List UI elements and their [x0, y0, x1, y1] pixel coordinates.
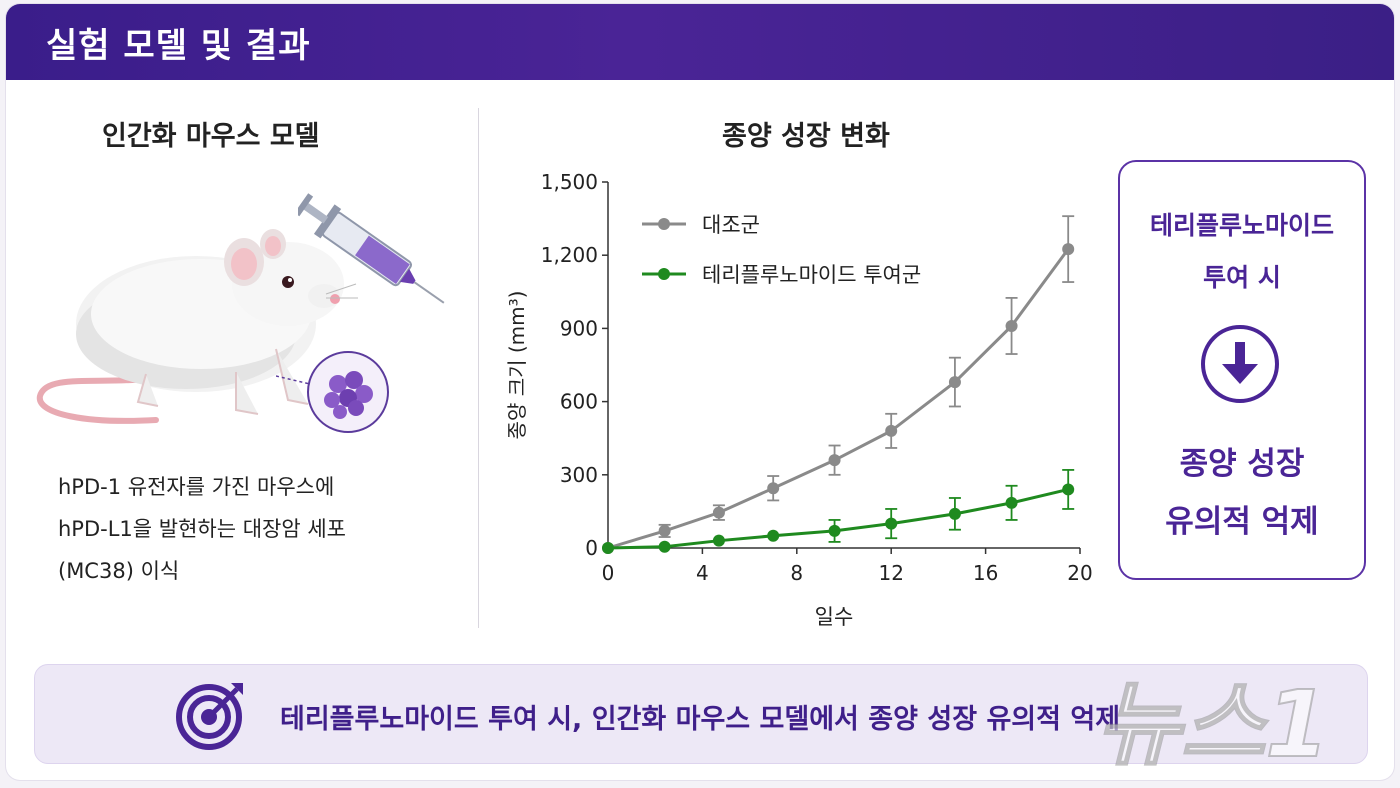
legend-label: 대조군 — [702, 213, 760, 237]
legend-marker — [658, 268, 670, 280]
result-outcome-2: 유의적 억제 — [1165, 504, 1319, 540]
series-line — [607, 487, 1069, 550]
x-tick-label: 8 — [790, 561, 803, 585]
data-point — [658, 524, 671, 537]
data-point — [767, 482, 780, 495]
data-point — [712, 534, 725, 547]
x-axis-label: 일수 — [815, 605, 854, 629]
tumor-cell-icon — [276, 351, 389, 433]
data-point — [828, 454, 841, 467]
infographic-card: 실험 모델 및 결과 인간화 마우스 모델 — [6, 4, 1394, 780]
data-point — [1005, 496, 1018, 509]
model-description: hPD-1 유전자를 가진 마우스에 hPD-L1을 발현하는 대장암 세포 (… — [58, 466, 458, 592]
x-tick-label: 16 — [973, 561, 998, 585]
syringe-icon — [298, 193, 445, 304]
data-point — [1062, 243, 1075, 256]
down-arrow-icon — [1201, 325, 1279, 403]
summary-bar: 테리플루노마이드 투여 시, 인간화 마우스 모델에서 종양 성장 유의적 억제 — [34, 664, 1368, 764]
tumor-growth-chart: 0 300 600 900 1,200 1,500 0 4 8 12 16 20 일수 종양 크기 (mm… — [505, 170, 1093, 629]
header-title: 실험 모델 및 결과 — [46, 26, 311, 66]
data-point — [948, 507, 961, 520]
result-outcome-1: 종양 성장 — [1179, 446, 1305, 482]
data-point — [712, 506, 725, 519]
mouse-illustration — [36, 229, 358, 424]
target-icon — [176, 683, 243, 750]
result-box: 테리플루노마이드 투여 시 종양 성장 유의적 억제 — [1118, 160, 1366, 580]
chart-panel-title: 종양 성장 변화 — [722, 121, 890, 152]
legend-label: 테리플루노마이드 투여군 — [702, 263, 921, 287]
x-tick-label: 0 — [602, 561, 615, 585]
panel-divider — [478, 108, 479, 628]
legend-marker — [658, 218, 670, 230]
description-line: hPD-L1을 발현하는 대장암 세포 — [58, 517, 347, 541]
x-tick-label: 12 — [878, 561, 903, 585]
watermark-text: 뉴스1 — [1096, 671, 1329, 776]
result-condition: 투여 시 — [1203, 263, 1281, 292]
result-drug-name: 테리플루노마이드 — [1149, 211, 1334, 240]
y-tick-label: 900 — [560, 316, 598, 340]
data-point — [602, 542, 614, 554]
data-point — [658, 540, 671, 553]
series-line — [607, 248, 1070, 550]
description-line: hPD-1 유전자를 가진 마우스에 — [58, 475, 335, 499]
data-point — [885, 424, 898, 437]
data-point — [767, 529, 780, 542]
y-tick-label: 0 — [585, 536, 598, 560]
data-point — [828, 524, 841, 537]
y-tick-label: 300 — [560, 463, 598, 487]
y-axis-label: 종양 크기 (mm³) — [505, 291, 529, 440]
news-watermark: 뉴스1 — [1095, 670, 1330, 776]
y-tick-label: 1,200 — [541, 243, 598, 267]
series-group — [602, 469, 1075, 554]
left-panel-title: 인간화 마우스 모델 — [102, 121, 320, 152]
data-point — [1005, 319, 1018, 332]
data-point — [1062, 483, 1075, 496]
data-point — [948, 376, 961, 389]
description-line: (MC38) 이식 — [58, 559, 180, 583]
x-tick-label: 20 — [1067, 561, 1092, 585]
y-tick-label: 1,500 — [541, 170, 598, 194]
header-bar: 실험 모델 및 결과 — [6, 4, 1394, 80]
summary-text: 테리플루노마이드 투여 시, 인간화 마우스 모델에서 종양 성장 유의적 억제 — [280, 704, 1121, 735]
data-point — [885, 517, 898, 530]
x-tick-label: 4 — [696, 561, 709, 585]
y-tick-label: 600 — [560, 390, 598, 414]
